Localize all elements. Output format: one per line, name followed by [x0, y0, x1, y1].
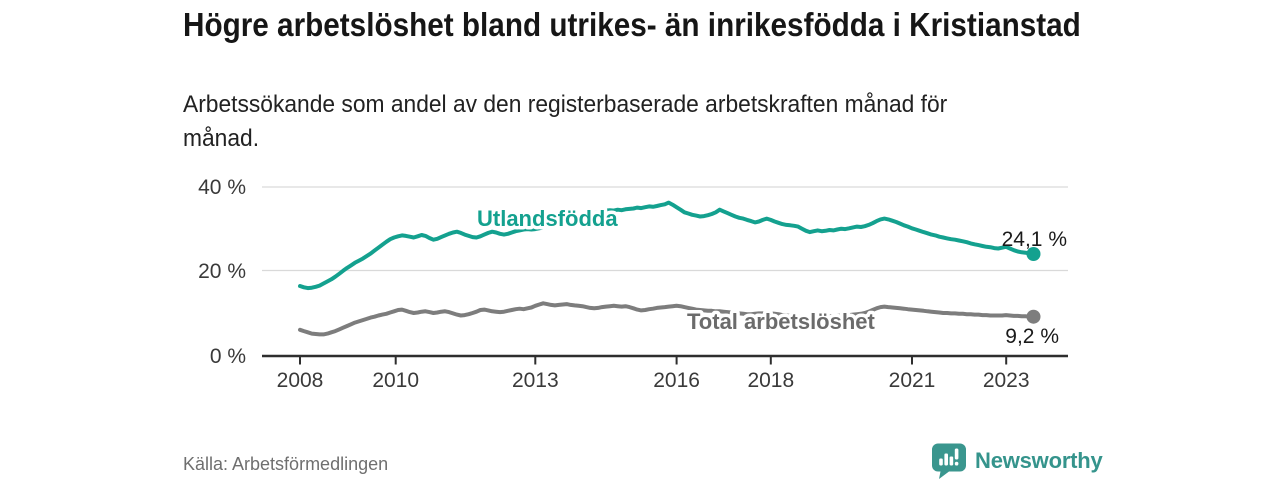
- bar-2: [944, 453, 948, 466]
- x-tick-label-2010: 2010: [372, 369, 419, 392]
- series-lines: [298, 200, 1041, 337]
- series-label-total-arbetsloshet: Total arbetslöshet: [687, 309, 876, 334]
- exclamation-dot: [954, 461, 959, 466]
- brand-name: Newsworthy: [975, 448, 1103, 473]
- x-tick-label-2018: 2018: [747, 369, 794, 392]
- y-tick-label-0: 0 %: [210, 345, 246, 368]
- x-tick-label-2013: 2013: [512, 369, 559, 392]
- bar-1: [939, 458, 943, 466]
- bar-3: [949, 456, 954, 466]
- exclamation-bar: [954, 448, 959, 460]
- series-label-utlandsfodda: Utlandsfödda: [477, 206, 618, 231]
- series-line-1: [298, 301, 1036, 337]
- x-tick-label-2016: 2016: [653, 369, 700, 392]
- y-tick-label-20: 20 %: [198, 260, 246, 283]
- page-title: Högre arbetslöshet bland utrikes- än inr…: [183, 6, 1081, 43]
- brand-logo: Newsworthy: [932, 443, 1103, 479]
- series-line-0: [298, 200, 1036, 291]
- source-note: Källa: Arbetsförmedlingen: [183, 454, 389, 474]
- x-tick-label-2023: 2023: [983, 369, 1030, 392]
- x-tick-label-2021: 2021: [889, 369, 936, 392]
- speech-bubble-shape: [932, 443, 966, 479]
- end-value-total-arbetsloshet: 9,2 %: [1005, 325, 1059, 348]
- x-tick-label-2008: 2008: [277, 369, 324, 392]
- newsworthy-logo-icon: [932, 443, 966, 479]
- y-tick-label-40: 40 %: [198, 176, 246, 199]
- page-subtitle: Arbetssökande som andel av den registerb…: [183, 91, 948, 152]
- series-end-dot-0: [1026, 247, 1041, 261]
- end-value-utlandsfodda: 24,1 %: [1002, 228, 1067, 251]
- series-end-dot-1: [1026, 309, 1041, 324]
